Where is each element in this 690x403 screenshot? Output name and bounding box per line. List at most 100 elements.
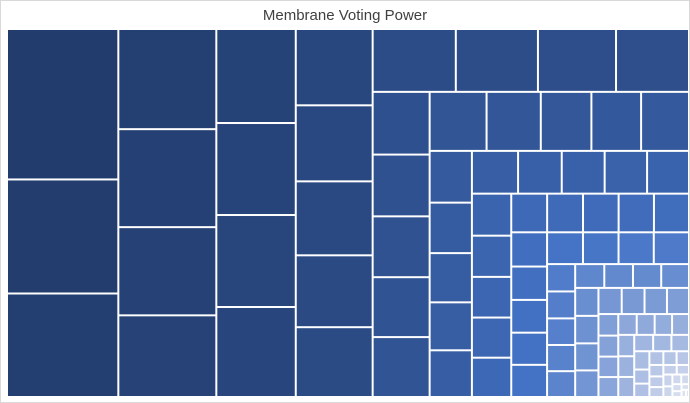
tile	[637, 315, 654, 334]
tile	[664, 352, 676, 364]
tile	[296, 256, 372, 327]
tile	[599, 288, 621, 314]
tile	[673, 385, 681, 391]
tile	[548, 319, 575, 344]
tile	[373, 155, 429, 216]
tile	[373, 217, 429, 277]
tile	[456, 30, 537, 91]
tile	[619, 233, 653, 264]
tile	[664, 387, 672, 396]
tile	[541, 92, 591, 150]
tile	[430, 303, 471, 350]
tile	[654, 194, 688, 232]
tile	[119, 228, 216, 315]
tile	[635, 352, 649, 369]
tile	[633, 265, 661, 287]
tile	[562, 151, 604, 193]
tile	[650, 388, 663, 396]
tile	[682, 375, 688, 384]
tile	[296, 182, 372, 255]
tile	[217, 124, 295, 215]
tile	[119, 30, 216, 129]
tile	[538, 30, 616, 91]
tile	[673, 392, 681, 396]
tile	[576, 288, 598, 315]
tile	[645, 288, 666, 314]
tile	[512, 365, 547, 396]
tile	[217, 308, 295, 396]
tile	[687, 390, 688, 396]
tile	[605, 265, 632, 287]
tile	[430, 254, 471, 302]
tile	[619, 315, 636, 334]
tile	[472, 318, 511, 357]
tile	[664, 375, 672, 386]
tile	[548, 372, 575, 396]
tile	[617, 30, 688, 91]
tile	[487, 92, 540, 150]
tile	[472, 358, 511, 396]
tile	[548, 233, 582, 264]
tile	[592, 92, 641, 150]
tile	[548, 265, 575, 291]
tile	[373, 338, 429, 396]
tile	[430, 203, 471, 253]
tile	[119, 316, 216, 396]
tile	[548, 345, 575, 371]
tile	[512, 333, 547, 364]
tile	[472, 277, 511, 317]
tile	[619, 335, 634, 356]
tile	[8, 294, 118, 396]
tile	[296, 328, 372, 396]
tile	[584, 194, 618, 232]
tile	[599, 315, 618, 335]
tile	[472, 194, 511, 235]
tile	[472, 236, 511, 276]
tile	[576, 371, 598, 396]
tile	[8, 180, 118, 293]
tile	[519, 151, 561, 193]
tile	[512, 300, 547, 332]
tile	[512, 194, 547, 232]
tile	[583, 233, 618, 264]
tile	[654, 233, 688, 264]
tile	[664, 365, 676, 374]
tile	[654, 335, 671, 351]
tile	[512, 233, 547, 266]
tile	[673, 315, 688, 334]
tile	[430, 92, 486, 150]
tile	[682, 390, 686, 396]
tile	[619, 194, 653, 232]
tile	[682, 385, 688, 389]
tile	[599, 357, 618, 377]
tile	[605, 151, 647, 193]
tile	[635, 335, 653, 351]
tile	[677, 352, 688, 364]
tile	[576, 344, 598, 370]
tile	[599, 378, 618, 396]
tile	[648, 151, 688, 193]
tile	[576, 265, 604, 287]
tile	[655, 315, 672, 334]
tile	[576, 316, 598, 343]
tile	[635, 370, 649, 383]
tile	[217, 30, 295, 123]
tile	[8, 30, 118, 179]
tile	[296, 30, 372, 105]
tile	[667, 288, 688, 314]
tile	[296, 106, 372, 181]
tile	[650, 352, 663, 364]
tile	[373, 92, 429, 154]
tile	[650, 365, 663, 376]
tile	[642, 92, 688, 150]
tile	[548, 194, 583, 232]
tile	[619, 377, 634, 396]
tile	[599, 336, 618, 356]
tile	[472, 151, 518, 193]
tile	[650, 377, 663, 387]
tile	[217, 216, 295, 307]
chart-title: Membrane Voting Power	[263, 7, 427, 24]
tile	[677, 365, 688, 374]
